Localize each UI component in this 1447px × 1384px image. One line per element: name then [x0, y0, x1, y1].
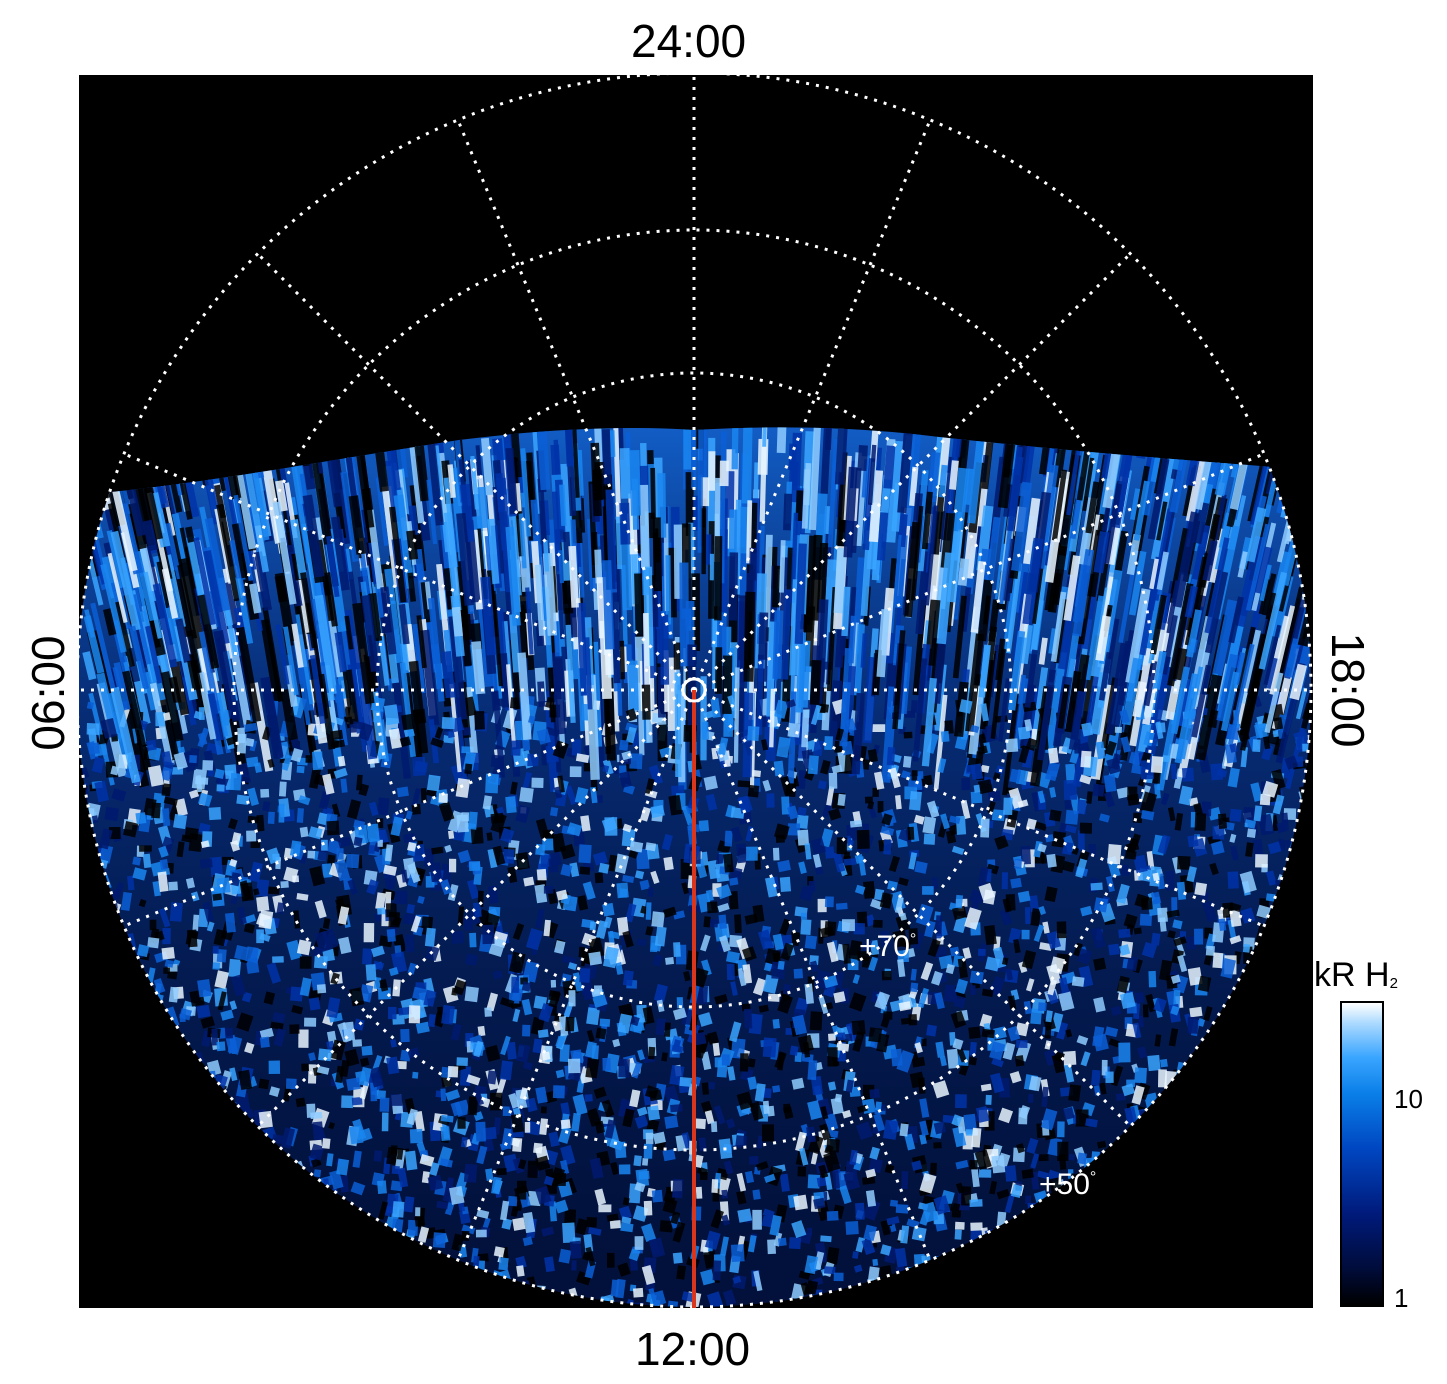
meridian-spoke	[692, 119, 932, 691]
local-time-label-right: 18:00	[1322, 632, 1374, 748]
pole-marker	[681, 677, 707, 703]
meridian-spoke	[256, 688, 696, 1128]
colorbar-tick-1: 1	[1394, 1283, 1409, 1313]
local-time-label-top: 24:00	[631, 15, 747, 67]
local-time-label-bottom: 12:00	[635, 1323, 751, 1375]
meridian-spoke	[456, 689, 696, 1261]
latitude-circle-inner	[375, 371, 1013, 1009]
meridian-spoke	[123, 452, 695, 692]
meridian-spoke	[693, 452, 1265, 692]
colorbar-title: kR H2	[1314, 956, 1398, 994]
meridian-spoke	[256, 252, 696, 692]
local-time-label-left: 06:00	[22, 635, 74, 751]
meridian-spoke	[693, 688, 1265, 928]
meridian-spoke	[692, 688, 1132, 1128]
meridian-spoke	[692, 252, 1132, 692]
polar-map-svg	[79, 75, 1313, 1308]
colorbar-tick-10: 10	[1394, 1084, 1423, 1114]
meridian-spoke	[692, 689, 932, 1261]
latitude-label-50: +50°	[1039, 1168, 1097, 1201]
latitude-circle-outer	[79, 75, 1313, 1308]
latitude-label-70: +70°	[859, 930, 917, 963]
meridian-spoke	[123, 688, 695, 928]
meridian-spoke	[456, 119, 696, 691]
colorbar	[1340, 1001, 1384, 1307]
polar-projection-plot: +70° +50°	[79, 75, 1313, 1308]
